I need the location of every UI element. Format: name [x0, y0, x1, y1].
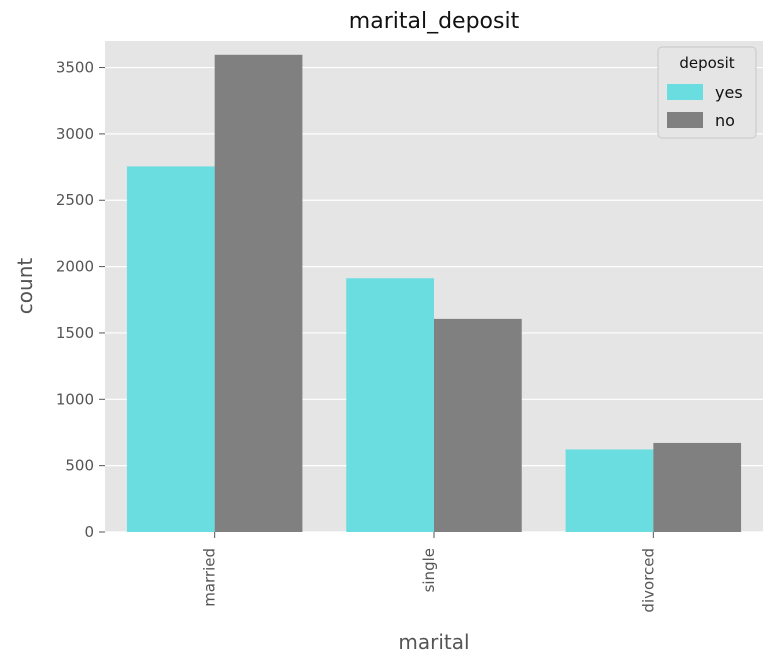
y-tick-label: 3500: [56, 59, 94, 77]
y-tick-label: 2000: [56, 258, 94, 276]
y-tick-label: 3000: [56, 125, 94, 143]
bar-single-yes: [346, 278, 434, 532]
y-tick-label: 1500: [56, 324, 94, 342]
bar-divorced-yes: [565, 449, 654, 532]
legend: deposit yes no: [657, 46, 757, 139]
legend-label-no: no: [715, 111, 735, 130]
legend-title: deposit: [679, 54, 734, 72]
y-axis-ticks: 0 500 1000 1500 2000 2500 3000 3500: [56, 59, 105, 541]
legend-swatch-yes: [667, 84, 703, 100]
x-tick-label: single: [420, 548, 438, 592]
y-tick-label: 1000: [56, 390, 94, 408]
bar-divorced-no: [653, 442, 742, 532]
y-tick-label: 500: [65, 457, 94, 475]
legend-label-yes: yes: [715, 83, 743, 102]
x-axis-label: marital: [398, 630, 469, 654]
chart-title: marital_deposit: [349, 9, 520, 34]
x-tick-label: married: [201, 548, 219, 607]
y-tick-label: 0: [84, 523, 94, 541]
bar-single-no: [434, 318, 522, 532]
y-axis-label: count: [13, 258, 37, 315]
x-axis-ticks: married single divorced: [201, 532, 657, 613]
y-tick-label: 2500: [56, 191, 94, 209]
bar-married-yes: [126, 166, 215, 532]
bar-married-no: [214, 54, 303, 532]
bars: [126, 54, 742, 532]
x-tick-label: divorced: [639, 548, 657, 613]
legend-swatch-no: [667, 112, 703, 128]
